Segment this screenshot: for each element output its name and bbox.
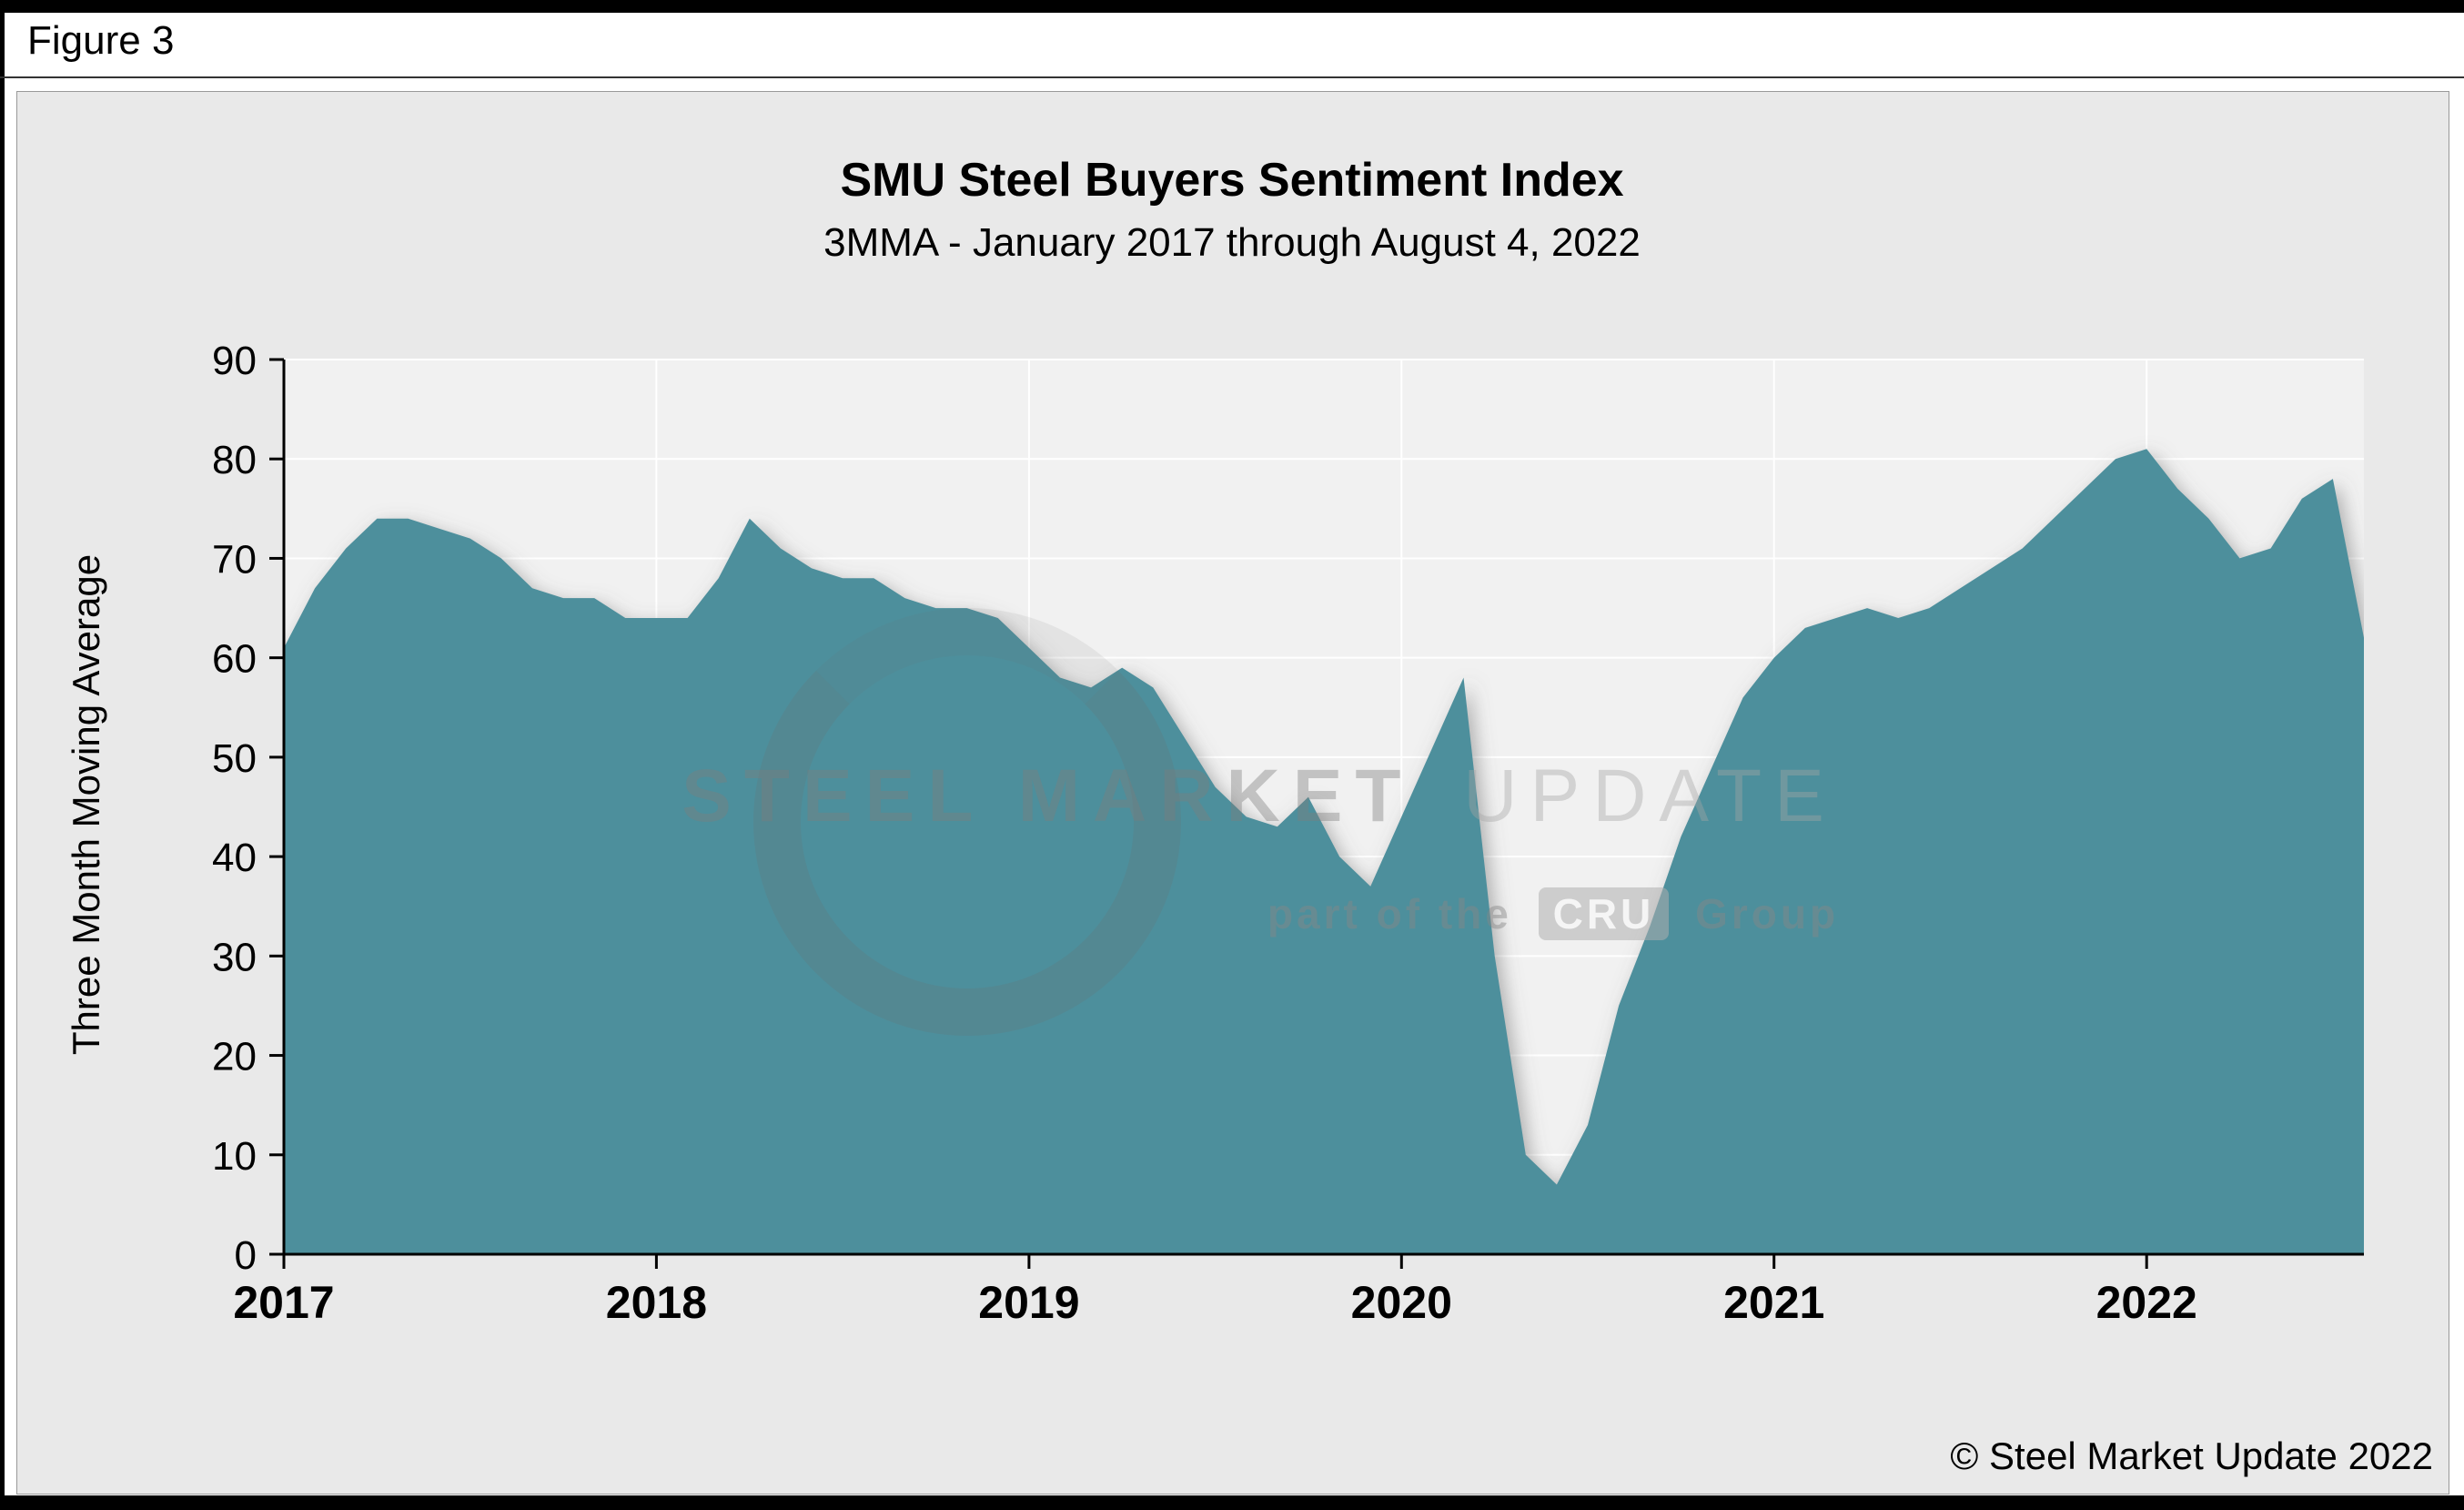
svg-text:60: 60	[212, 637, 257, 682]
top-border-bar	[0, 0, 2464, 13]
left-border-bar	[0, 0, 5, 1510]
svg-text:2017: 2017	[233, 1277, 334, 1328]
svg-text:90: 90	[212, 339, 257, 383]
figure-rule-divider	[0, 76, 2464, 78]
svg-text:50: 50	[212, 736, 257, 781]
bottom-border-bar	[0, 1495, 2464, 1510]
svg-text:40: 40	[212, 836, 257, 880]
copyright-notice: © Steel Market Update 2022	[1950, 1434, 2433, 1477]
svg-text:0: 0	[235, 1233, 257, 1278]
chart-subtitle: 3MMA - January 2017 through August 4, 20…	[823, 220, 1641, 265]
svg-text:2018: 2018	[606, 1277, 707, 1328]
svg-text:80: 80	[212, 438, 257, 482]
svg-text:10: 10	[212, 1134, 257, 1179]
chart-title: SMU Steel Buyers Sentiment Index	[840, 154, 1624, 207]
svg-text:20: 20	[212, 1035, 257, 1079]
svg-text:2019: 2019	[978, 1277, 1079, 1328]
svg-text:2021: 2021	[1723, 1277, 1824, 1328]
svg-text:2020: 2020	[1351, 1277, 1452, 1328]
svg-text:70: 70	[212, 537, 257, 582]
svg-text:30: 30	[212, 935, 257, 979]
figure-label: Figure 3	[27, 18, 175, 63]
svg-text:2022: 2022	[2096, 1277, 2197, 1328]
